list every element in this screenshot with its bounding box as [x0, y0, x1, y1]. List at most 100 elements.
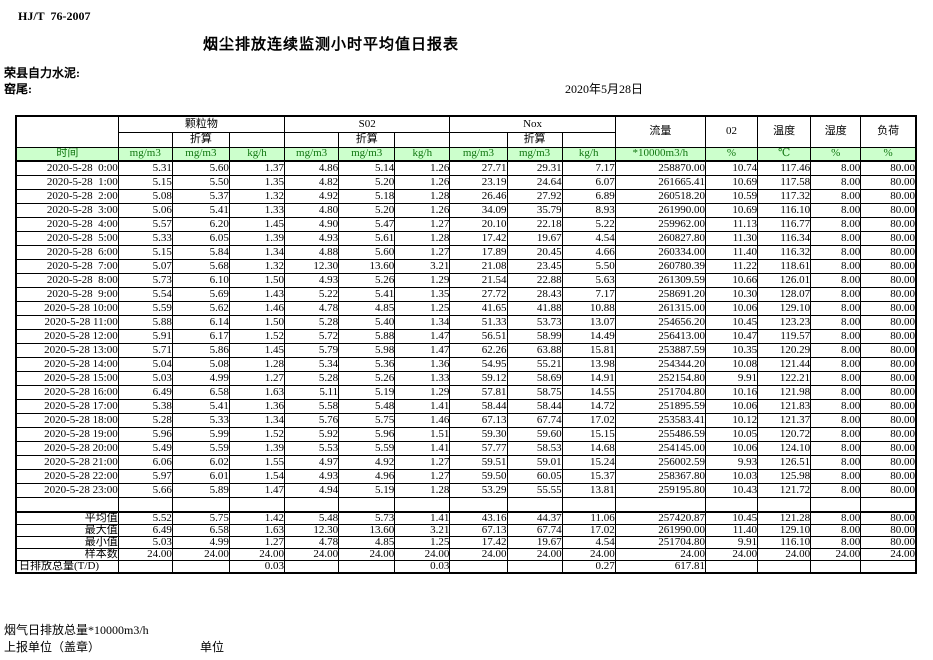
table-row: 2020-5-28 2:00 5.08 5.37 1.32 4.92 5.18 1.28 26… — [15, 188, 917, 204]
value-cell: 253583.41 — [614, 412, 706, 428]
value-cell: 6.07 — [561, 174, 616, 190]
value-cell: 8.93 — [561, 202, 616, 218]
value-cell: 19.67 — [506, 536, 563, 549]
value-cell: 5.41 — [171, 202, 230, 218]
value-cell: 4.99 — [171, 536, 230, 549]
table-row: 2020-5-28 4:00 5.57 6.20 1.45 4.90 5.47 1.27 20… — [15, 216, 917, 232]
value-cell — [506, 560, 563, 574]
value-cell: 8.00 — [810, 230, 862, 246]
o2-header: 02 — [704, 115, 759, 148]
table-row: 2020-5-28 12:00 5.91 6.17 1.52 5.72 5.88 1.47 5… — [15, 328, 917, 344]
value-cell: 5.31 — [117, 160, 173, 176]
value-cell: 58.44 — [506, 398, 563, 414]
time-cell: 2020-5-28 20:00 — [15, 440, 119, 456]
value-cell: 117.32 — [757, 188, 812, 204]
value-cell: 13.98 — [561, 356, 616, 372]
value-cell: 1.43 — [228, 286, 286, 302]
value-cell: 1.63 — [228, 524, 286, 537]
value-cell: 10.88 — [561, 300, 616, 316]
value-cell — [338, 560, 396, 574]
value-cell: 120.72 — [757, 426, 812, 442]
unit-pm-kgh: kg/h — [228, 146, 286, 162]
value-cell: 122.21 — [757, 370, 812, 386]
value-cell: 118.61 — [757, 258, 812, 274]
value-cell: 5.62 — [171, 300, 230, 316]
value-cell: 10.69 — [704, 202, 759, 218]
value-cell: 1.33 — [228, 202, 286, 218]
reporting-unit-label: 上报单位（盖章） — [4, 640, 101, 654]
value-cell: 58.75 — [506, 384, 563, 400]
summary-row: 平均值 5.52 5.75 1.42 5.48 5.73 1.41 43.16 44.37 11.… — [15, 511, 917, 525]
group-header-nox: Nox — [449, 115, 616, 133]
value-cell: 8.00 — [810, 188, 862, 204]
table-row: 2020-5-28 10:00 5.59 5.62 1.46 4.78 4.85 1.25 4… — [15, 300, 917, 316]
value-cell: 11.30 — [704, 230, 759, 246]
monitor-location: 窑尾: — [4, 82, 32, 96]
value-cell: 5.59 — [117, 300, 173, 316]
time-cell: 2020-5-28 22:00 — [15, 468, 119, 484]
table-row: 2020-5-28 0:00 5.31 5.60 1.37 4.86 5.14 1.26 27… — [15, 160, 917, 176]
value-cell: 10.45 — [704, 314, 759, 330]
group-header-particulate: 颗粒物 — [117, 115, 286, 133]
value-cell: 256413.00 — [614, 328, 706, 344]
value-cell: 4.85 — [338, 536, 396, 549]
value-cell: 24.00 — [449, 548, 508, 561]
value-cell: 8.00 — [810, 454, 862, 470]
value-cell: 15.37 — [561, 468, 616, 484]
value-cell: 13.60 — [338, 258, 396, 274]
value-cell: 1.25 — [394, 300, 451, 316]
value-cell: 5.52 — [117, 511, 173, 525]
value-cell: 116.32 — [757, 244, 812, 260]
value-cell: 67.74 — [506, 524, 563, 537]
value-cell: 5.88 — [338, 328, 396, 344]
value-cell: 258870.00 — [614, 160, 706, 176]
value-cell: 121.83 — [757, 398, 812, 414]
value-cell: 55.21 — [506, 356, 563, 372]
value-cell: 10.12 — [704, 412, 759, 428]
value-cell: 1.47 — [394, 328, 451, 344]
value-cell: 116.10 — [757, 202, 812, 218]
value-cell: 10.08 — [704, 356, 759, 372]
value-cell: 1.27 — [228, 370, 286, 386]
value-cell: 11.40 — [704, 244, 759, 260]
value-cell: 8.00 — [810, 328, 862, 344]
value-cell: 251704.80 — [614, 536, 706, 549]
value-cell: 5.03 — [117, 370, 173, 386]
value-cell: 0.03 — [228, 560, 286, 574]
value-cell — [860, 560, 917, 574]
value-cell: 23.19 — [449, 174, 508, 190]
time-cell: 2020-5-28 3:00 — [15, 202, 119, 218]
load-header: 负荷 — [860, 115, 917, 148]
table-row: 2020-5-28 23:00 5.66 5.89 1.47 4.94 5.19 1.28 5… — [15, 482, 917, 498]
value-cell: 1.34 — [228, 244, 286, 260]
value-cell: 80.00 — [860, 370, 917, 386]
value-cell: 59.60 — [506, 426, 563, 442]
value-cell: 17.02 — [561, 524, 616, 537]
value-cell: 1.36 — [228, 398, 286, 414]
value-cell: 8.00 — [810, 440, 862, 456]
table-row: 2020-5-28 8:00 5.73 6.10 1.50 4.93 5.26 1.29 21… — [15, 272, 917, 288]
value-cell: 43.16 — [449, 511, 508, 525]
value-cell: 1.39 — [228, 440, 286, 456]
value-cell: 1.28 — [394, 230, 451, 246]
value-cell: 80.00 — [860, 188, 917, 204]
value-cell: 5.33 — [171, 412, 230, 428]
value-cell — [171, 560, 230, 574]
value-cell: 17.42 — [449, 536, 508, 549]
value-cell: 14.68 — [561, 440, 616, 456]
value-cell: 80.00 — [860, 230, 917, 246]
value-cell: 13.81 — [561, 482, 616, 498]
value-cell: 6.01 — [171, 468, 230, 484]
value-cell: 6.49 — [117, 524, 173, 537]
value-cell: 67.74 — [506, 412, 563, 428]
summary-row: 样本数 24.00 24.00 24.00 24.00 24.00 24.00 24.00 24… — [15, 548, 917, 561]
value-cell: 44.37 — [506, 511, 563, 525]
time-cell: 2020-5-28 19:00 — [15, 426, 119, 442]
value-cell: 5.22 — [561, 216, 616, 232]
value-cell: 5.28 — [117, 412, 173, 428]
value-cell: 4.88 — [284, 244, 340, 260]
time-header-spacer — [15, 115, 119, 148]
value-cell: 5.28 — [284, 370, 340, 386]
value-cell: 260780.39 — [614, 258, 706, 274]
value-cell: 57.81 — [449, 384, 508, 400]
